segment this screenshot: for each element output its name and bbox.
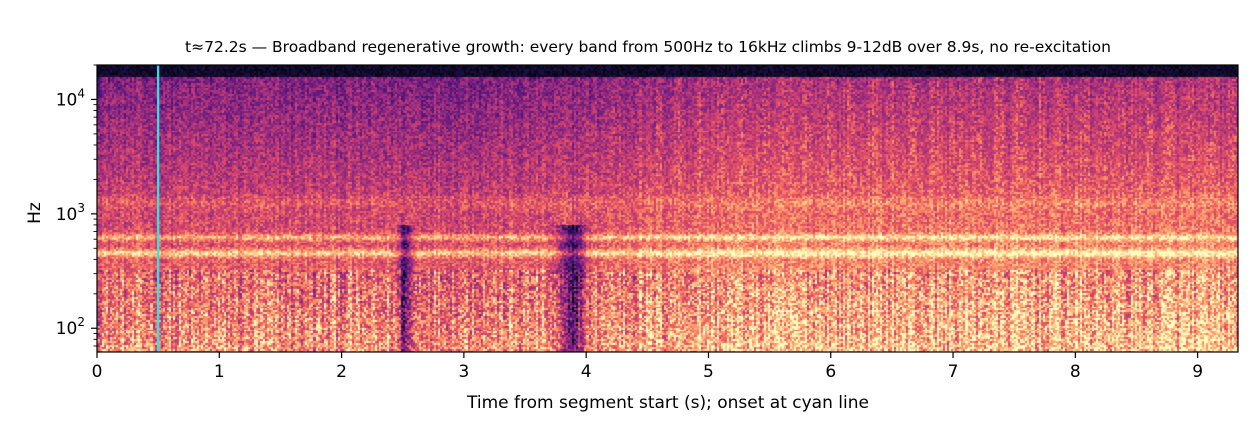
spectrogram-image <box>97 65 1238 352</box>
x-tick-label: 7 <box>948 362 959 382</box>
x-tick-label: 2 <box>336 362 347 382</box>
x-tick-label: 9 <box>1192 362 1203 382</box>
x-tick-label: 0 <box>92 362 103 382</box>
x-tick-label: 3 <box>458 362 469 382</box>
y-axis-label: Hz <box>25 202 45 224</box>
x-tick-label: 6 <box>825 362 836 382</box>
x-tick-label: 1 <box>214 362 225 382</box>
x-tick-label: 5 <box>703 362 714 382</box>
y-tick-label: 104 <box>56 86 85 110</box>
x-axis: 0 1 2 3 4 5 6 7 8 9 <box>92 352 1203 382</box>
y-axis: 102 103 104 <box>56 64 97 347</box>
y-tick-label: 103 <box>56 201 85 225</box>
plot-frame <box>96 64 1239 353</box>
x-axis-label: Time from segment start (s); onset at cy… <box>466 393 869 413</box>
x-tick-label: 8 <box>1070 362 1081 382</box>
x-tick-label: 4 <box>581 362 592 382</box>
y-tick-label: 102 <box>56 315 85 339</box>
chart-title: t≈72.2s — Broadband regenerative growth:… <box>185 38 1111 56</box>
plot-area <box>96 64 1239 353</box>
